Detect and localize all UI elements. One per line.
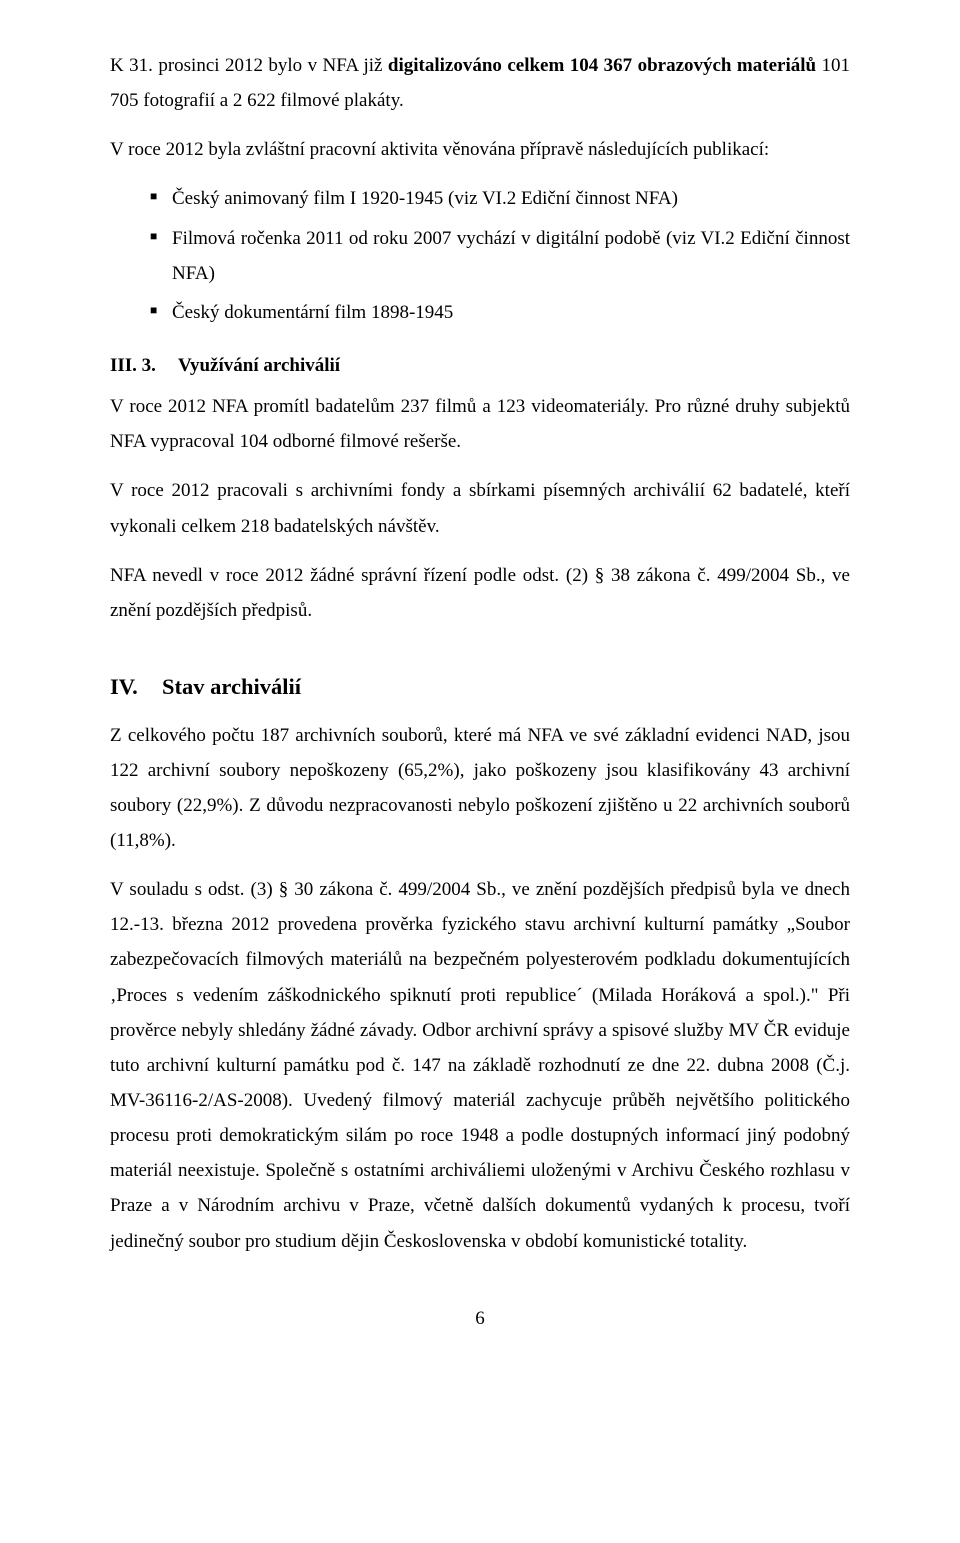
list-item: Český dokumentární film 1898-1945 xyxy=(110,295,850,330)
paragraph: K 31. prosinci 2012 bylo v NFA již digit… xyxy=(110,48,850,118)
heading-2: IV. Stav archiválií xyxy=(110,666,850,708)
paragraph: V roce 2012 byla zvláštní pracovní aktiv… xyxy=(110,132,850,167)
page-number: 6 xyxy=(110,1301,850,1336)
paragraph: NFA nevedl v roce 2012 žádné správní říz… xyxy=(110,558,850,628)
text: K 31. prosinci 2012 bylo v NFA již xyxy=(110,55,388,76)
list-item: Filmová ročenka 2011 od roku 2007 vycház… xyxy=(110,221,850,291)
heading-number: IV. xyxy=(110,666,162,708)
heading-3: III. 3. Využívání archiválií xyxy=(110,348,850,383)
bullet-list: Český animovaný film I 1920-1945 (viz VI… xyxy=(110,181,850,330)
paragraph: Z celkového počtu 187 archivních souborů… xyxy=(110,718,850,859)
text-bold: digitalizováno celkem 104 367 obrazových… xyxy=(388,55,816,76)
heading-title: Stav archiválií xyxy=(162,666,301,708)
paragraph: V souladu s odst. (3) § 30 zákona č. 499… xyxy=(110,872,850,1259)
document-page: K 31. prosinci 2012 bylo v NFA již digit… xyxy=(0,0,960,1376)
paragraph: V roce 2012 pracovali s archivními fondy… xyxy=(110,473,850,543)
paragraph: V roce 2012 NFA promítl badatelům 237 fi… xyxy=(110,389,850,459)
list-item: Český animovaný film I 1920-1945 (viz VI… xyxy=(110,181,850,216)
heading-title: Využívání archiválií xyxy=(178,348,340,383)
heading-number: III. 3. xyxy=(110,348,178,383)
